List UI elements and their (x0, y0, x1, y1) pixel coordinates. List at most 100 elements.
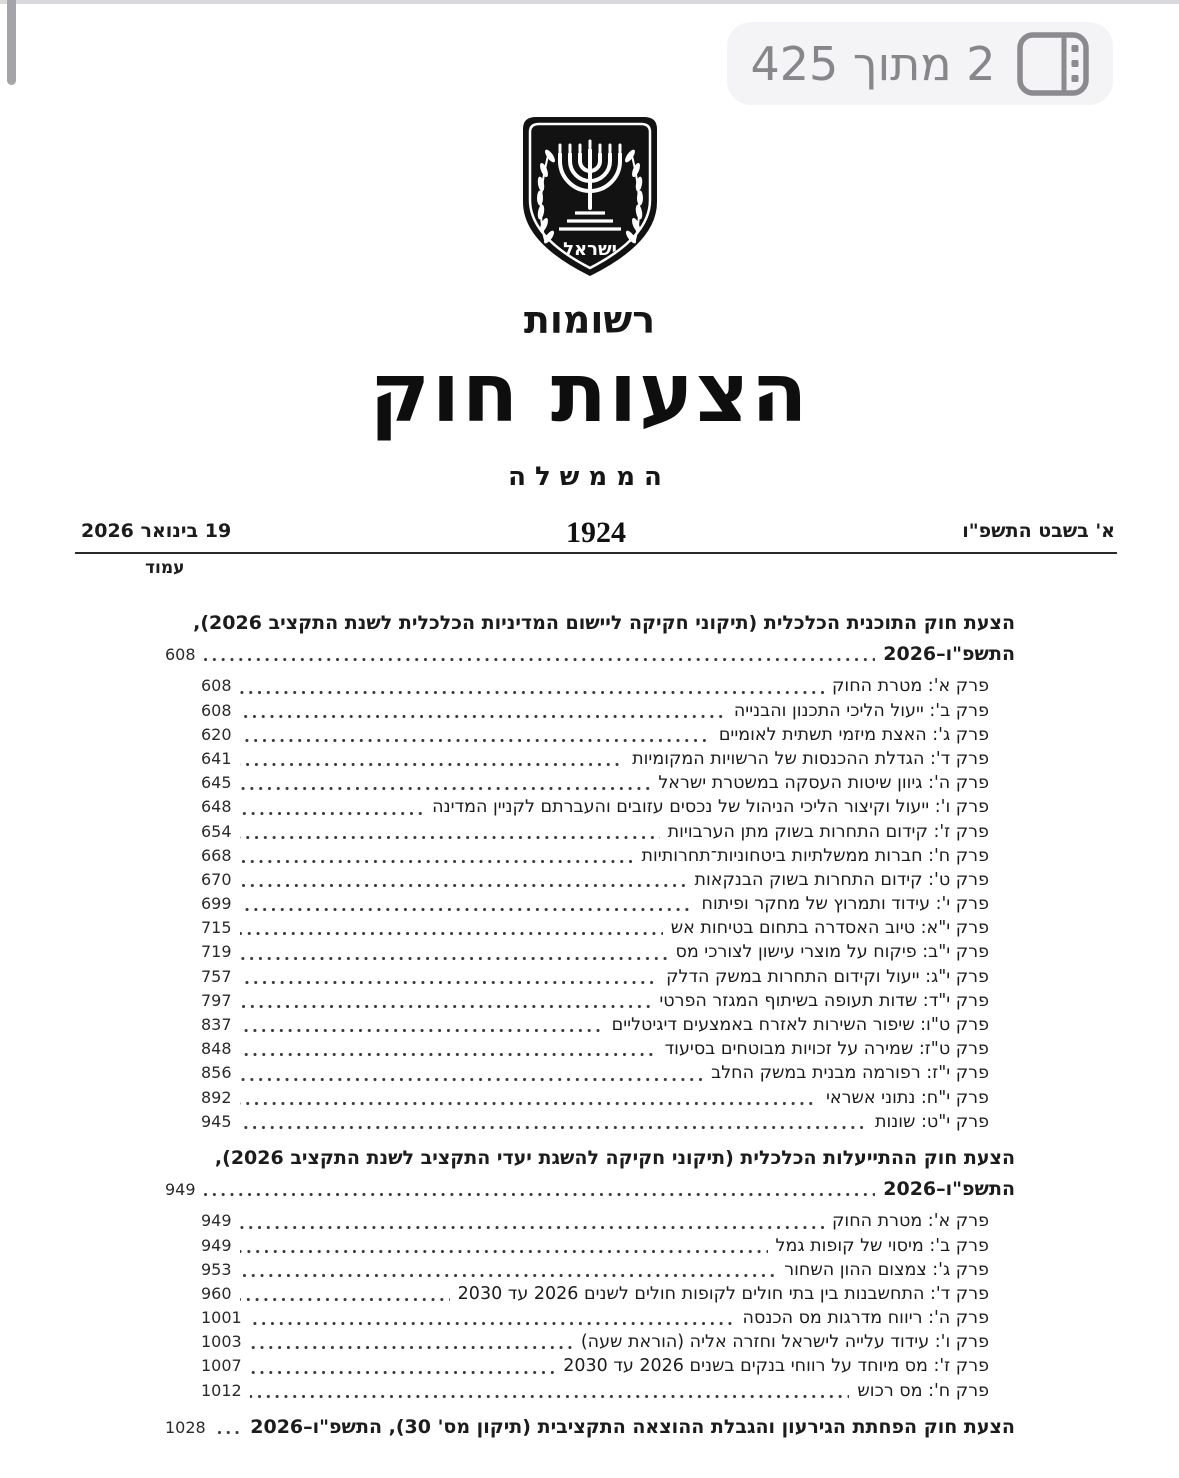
entry-page: 892 (201, 1087, 232, 1107)
dot-leader (239, 884, 687, 888)
entry-label: פרק י"ב: פיקוח על מוצרי עישון לצורכי מס (675, 942, 989, 963)
scrollbar-thumb[interactable] (7, 0, 16, 85)
dot-leader (239, 956, 668, 960)
toc-chapter-list: פרק א': מטרת החוק 608 פרק ב': ייעול הליכי … (165, 674, 1015, 1134)
entry-label: פרק ג': צמצום ההון השחור (784, 1259, 989, 1280)
dot-leader (239, 908, 694, 912)
entry-page: 949 (165, 1180, 196, 1200)
reshumot-heading: רשומות (523, 298, 656, 342)
toc-chapter-list: פרק א': מטרת החוק 949 פרק ב': מיסוי של קופ… (165, 1209, 1015, 1403)
toc-chapter-row: פרק ו': עידוד עלייה לישראל וחזרה אליה (ה… (165, 1330, 1015, 1354)
toc-chapter-row: פרק י"א: טיוב האסדרה בתחום בטיחות אש 715 (165, 916, 1015, 940)
entry-label: פרק ד': התחשבנות בין בתי חולים לקופות חו… (457, 1283, 989, 1304)
dot-leader (239, 1053, 657, 1057)
toc-chapter-row: פרק ט"ו: שיפור השירות לאזרח באמצעים דיגי… (165, 1013, 1015, 1037)
entry-page: 960 (201, 1283, 232, 1303)
toc-chapter-row: פרק ז': קידום התחרות בשוק מתן הערבויות 65… (165, 820, 1015, 844)
entry-page: 645 (201, 773, 232, 793)
entry-label: הצעת חוק הפחתת הגירעון והגבלת ההוצאה התק… (250, 1415, 1015, 1438)
dot-leader (239, 787, 651, 791)
page-edge-divider (0, 0, 1179, 4)
dot-leader (239, 859, 634, 863)
dot-leader (239, 1005, 652, 1008)
toc-chapter-row: פרק ח': חברות ממשלתיות ביטחוניות־תחרותיו… (165, 844, 1015, 868)
dot-leader (239, 1101, 818, 1105)
dot-leader (239, 1249, 768, 1253)
dot-leader (239, 811, 425, 815)
page-column-label: עמוד (145, 558, 185, 578)
entry-label: פרק ו': עידוד עלייה לישראל וחזרה אליה (ה… (580, 1332, 989, 1353)
entry-page: 668 (201, 845, 232, 865)
page-indicator-label: 2 מתוך 425 (750, 36, 996, 91)
toc-chapter-row: פרק ט': קידום התחרות בשוק הבנקאות 670 (165, 868, 1015, 892)
dot-leader (239, 738, 711, 742)
entry-page: 949 (201, 1211, 232, 1231)
dot-leader (239, 980, 659, 984)
toc-section-title-row: הצעת חוק ההתייעלות הכלכלית (תיקוני חקיקה… (165, 1146, 1015, 1170)
hebrew-date: א' בשבט התשפ"ו (962, 520, 1115, 542)
toc-chapter-row: פרק ד': התחשבנות בין בתי חולים לקופות חו… (165, 1282, 1015, 1306)
entry-label: התשפ"ו–2026 (883, 1178, 1015, 1201)
issue-number: 1924 (566, 516, 626, 549)
entry-page: 949 (201, 1235, 232, 1255)
entry-page: 945 (201, 1111, 232, 1131)
entry-page: 648 (201, 797, 232, 817)
dot-leader (239, 1029, 604, 1033)
dot-leader (249, 1370, 556, 1374)
entry-label: פרק ט': קידום התחרות בשוק הבנקאות (694, 869, 989, 890)
toc-chapter-row: פרק י"ג: ייעול וקידום התחרות במשק הדלק 75… (165, 965, 1015, 989)
entry-page: 699 (201, 894, 232, 914)
toc-section: הצעת חוק התוכנית הכלכלית (תיקוני חקיקה ל… (165, 611, 1015, 1134)
dot-leader (239, 714, 726, 718)
entry-label: פרק ח': חברות ממשלתיות ביטחוניות־תחרותיו… (641, 845, 989, 866)
entry-page: 719 (201, 942, 232, 962)
toc-chapter-row: פרק י"ט: שונות 945 (165, 1110, 1015, 1134)
toc-chapter-row: פרק י"ח: נתוני אשראי 892 (165, 1086, 1015, 1110)
toc-chapter-row: פרק א': מטרת החוק 608 (165, 674, 1015, 698)
dot-leader (239, 1077, 704, 1081)
dot-leader (239, 1125, 867, 1129)
entry-page: 1007 (201, 1356, 242, 1376)
gregorian-date: 19 בינואר 2026 (81, 520, 232, 542)
entry-label: פרק י"ח: נתוני אשראי (826, 1087, 989, 1108)
entry-label: פרק א': מטרת החוק (832, 676, 989, 697)
toc-chapter-row: פרק י"ב: פיקוח על מוצרי עישון לצורכי מס 7… (165, 940, 1015, 964)
entry-label: פרק ט"ז: שמירה על זכויות מבוטחים בסיעוד (664, 1039, 989, 1060)
toc-chapter-row: פרק ט"ז: שמירה על זכויות מבוטחים בסיעוד 8… (165, 1037, 1015, 1061)
entry-label: פרק ו': ייעול וקיצור הליכי הניהול של נכס… (432, 797, 989, 818)
dot-leader (239, 763, 625, 767)
sidebar-thumbnails-icon[interactable] (1016, 31, 1090, 97)
entry-page: 608 (165, 645, 196, 665)
toc: הצעת חוק התוכנית הכלכלית (תיקוני חקיקה ל… (165, 611, 1015, 1439)
entry-label: פרק ב': מיסוי של קופות גמל (775, 1235, 989, 1256)
toc-chapter-row: פרק ד': הגדלת ההכנסות של הרשויות המקומיו… (165, 747, 1015, 771)
entry-page: 848 (201, 1039, 232, 1059)
entry-page: 670 (201, 869, 232, 889)
entry-page: 654 (201, 821, 232, 841)
dot-leader (203, 658, 876, 662)
date-row: א' בשבט התשפ"ו 1924 19 בינואר 2026 (75, 516, 1117, 552)
entry-page: 1001 (201, 1308, 242, 1328)
toc-chapter-row: פרק י': עידוד ותמרוץ של מחקר ופיתוח 699 (165, 892, 1015, 916)
entry-label: פרק ד': הגדלת ההכנסות של הרשויות המקומיו… (632, 748, 989, 769)
entry-label: פרק ט"ו: שיפור השירות לאזרח באמצעים דיגי… (611, 1015, 989, 1035)
entry-label: פרק ה': גיוון שיטות העסקה במשטרת ישראל (658, 773, 989, 794)
dot-leader (239, 835, 660, 839)
entry-page: 641 (201, 748, 232, 768)
entry-label: פרק א': מטרת החוק (832, 1211, 989, 1232)
toc-chapter-row: פרק ו': ייעול וקיצור הליכי הניהול של נכס… (165, 795, 1015, 819)
entry-label: פרק י"ז: רפורמה מבנית במשק החלב (711, 1063, 989, 1084)
page-indicator-pill[interactable]: 2 מתוך 425 (727, 22, 1113, 105)
entry-page: 757 (201, 966, 232, 986)
toc-chapter-row: פרק ה': ריווח מדרגות מס הכנסה 1001 (165, 1306, 1015, 1330)
toc-chapter-row: פרק ב': מיסוי של קופות גמל 949 (165, 1234, 1015, 1258)
toc-section-title-row: הצעת חוק התוכנית הכלכלית (תיקוני חקיקה ל… (165, 611, 1015, 635)
toc-chapter-row: פרק י"ד: שדות תעופה בשיתוף המגזר הפרטי 79… (165, 989, 1015, 1013)
emblem-caption: ישראל (563, 239, 617, 260)
entry-page: 797 (201, 990, 232, 1010)
entry-label: פרק ב': ייעול הליכי התכנון והבנייה (733, 700, 989, 721)
toc-chapter-row: פרק ג': האצת מיזמי תשתית לאומיים 620 (165, 723, 1015, 747)
israel-state-emblem: ישראל (514, 112, 666, 288)
entry-label: פרק י"א: טיוב האסדרה בתחום בטיחות אש (670, 918, 989, 939)
